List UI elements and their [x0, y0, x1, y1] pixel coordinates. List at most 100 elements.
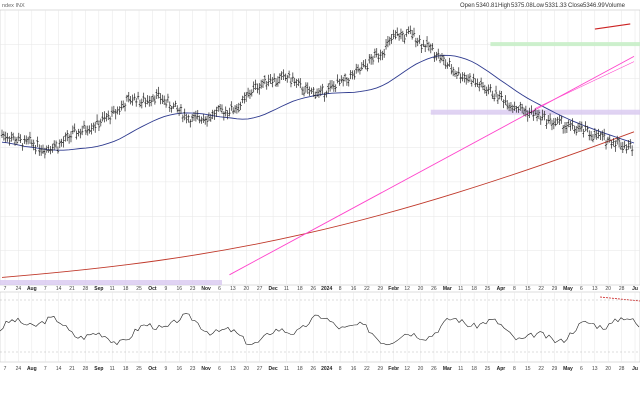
ohlc-bar	[617, 137, 621, 148]
ohlc-bars	[0, 25, 634, 159]
ohlc-bar	[220, 104, 224, 114]
ohlc-bar	[300, 86, 304, 95]
high-label: High	[498, 3, 510, 9]
ohlc-bar	[459, 73, 462, 84]
ohlc-bar	[146, 95, 149, 105]
ohlc-bar	[435, 51, 438, 61]
x-tick-label: 16	[351, 366, 357, 372]
x-tick-label: 2024	[321, 366, 332, 372]
ohlc-bar	[442, 54, 446, 66]
ohlc-bar	[481, 82, 485, 91]
ohlc-bar	[522, 107, 526, 116]
ohlc-bar	[151, 94, 155, 102]
ohlc-bar	[478, 82, 481, 92]
ohlc-bar	[153, 95, 157, 105]
ohlc-bar	[582, 128, 585, 138]
x-tick-label: 22	[538, 366, 544, 372]
ohlc-bar	[289, 77, 293, 88]
ohlc-bar	[54, 140, 58, 149]
open-value: 5340.81	[476, 3, 498, 9]
ohlc-bar	[319, 85, 322, 97]
ohlc-bar	[377, 53, 380, 63]
ohlc-bar	[308, 86, 311, 96]
ohlc-bar	[526, 110, 529, 122]
ohlc-bar	[181, 114, 185, 123]
resistance-zone	[490, 42, 640, 47]
ohlc-bar	[420, 43, 423, 54]
x-tick-label: Aug	[27, 366, 37, 372]
ohlc-bar	[558, 115, 561, 126]
ohlc-bar	[209, 113, 213, 122]
ohlc-bar	[410, 29, 414, 40]
ohlc-bar	[571, 118, 574, 130]
open-label: Open	[460, 3, 475, 9]
ohlc-bar	[397, 33, 401, 41]
ohlc-bar	[552, 118, 556, 130]
x-tick-label: 13	[592, 286, 598, 292]
x-tick-label: Nov	[201, 366, 211, 372]
ohlc-bar	[340, 75, 343, 83]
ohlc-bar	[302, 86, 306, 97]
ohlc-bar	[282, 69, 285, 80]
ohlc-bar	[95, 114, 99, 125]
ohlc-bar	[25, 135, 28, 145]
x-tick-label: 18	[123, 366, 129, 372]
ohlc-bar	[369, 53, 373, 65]
ohlc-bar	[548, 113, 552, 125]
ohlc-bar	[205, 115, 209, 127]
x-tick-label: Dec	[268, 286, 277, 292]
ohlc-bar	[157, 86, 160, 99]
x-axis-top: 7 24 Aug 7 14 21 28 Sep 11 18 25 Oct 9 16 23 Nov 6 13 20 27…	[4, 286, 638, 292]
x-tick-label: 24	[16, 366, 22, 372]
ohlc-bar	[179, 104, 183, 115]
ohlc-bar	[550, 119, 554, 131]
x-tick-label: 28	[83, 286, 89, 292]
ohlc-bar	[207, 112, 211, 122]
ohlc-bar	[149, 96, 153, 107]
ohlc-bar	[509, 102, 513, 112]
x-tick-label: 20	[243, 366, 249, 372]
ohlc-bar	[84, 125, 88, 135]
x-tick-label: 7	[4, 366, 7, 372]
ohlc-bar	[304, 82, 308, 93]
ohlc-bar	[325, 90, 328, 98]
ohlc-bar	[276, 76, 280, 87]
x-tick-label: 21	[69, 286, 75, 292]
ohlc-bar	[569, 120, 572, 131]
x-tick-label: 28	[619, 286, 625, 292]
ohlc-bar	[630, 145, 634, 157]
ohlc-bar	[13, 136, 17, 146]
ohlc-bar	[183, 108, 186, 121]
ohlc-bar	[396, 27, 399, 37]
ohlc-bar	[49, 146, 52, 155]
ohlc-bar	[271, 77, 274, 88]
ohlc-bar	[131, 94, 134, 106]
ohlc-bar	[334, 84, 337, 92]
x-tick-label: 28	[619, 366, 625, 372]
ohlc-bar	[507, 102, 511, 112]
x-tick-label: 9	[164, 366, 167, 372]
ohlc-bar	[218, 103, 222, 112]
x-tick-label: 16	[176, 286, 182, 292]
support-band-bottom	[0, 280, 222, 285]
ohlc-bar	[554, 117, 557, 127]
x-tick-label: 28	[83, 366, 89, 372]
ohlc-bar	[588, 130, 591, 141]
ohlc-bar	[418, 35, 421, 44]
ohlc-bar	[321, 83, 324, 95]
ohlc-bar	[19, 134, 22, 143]
high-value: 5375.08	[511, 3, 533, 9]
ohlc-bar	[379, 49, 382, 61]
ohlc-bar	[541, 109, 544, 121]
x-tick-label: 2024	[321, 286, 332, 292]
ohlc-bar	[401, 30, 405, 42]
ohlc-bar	[591, 134, 595, 143]
ohlc-bar	[291, 72, 295, 82]
ohlc-bar	[606, 136, 610, 144]
ohlc-bar	[230, 101, 233, 111]
ohlc-bar	[616, 135, 619, 145]
x-tick-label: Dec	[268, 366, 277, 372]
ohlc-readout: Open 5340.81 High 5375.08 Low 5331.33 Cl…	[460, 3, 626, 9]
ohlc-bar	[213, 109, 216, 120]
ohlc-bar	[267, 74, 270, 87]
